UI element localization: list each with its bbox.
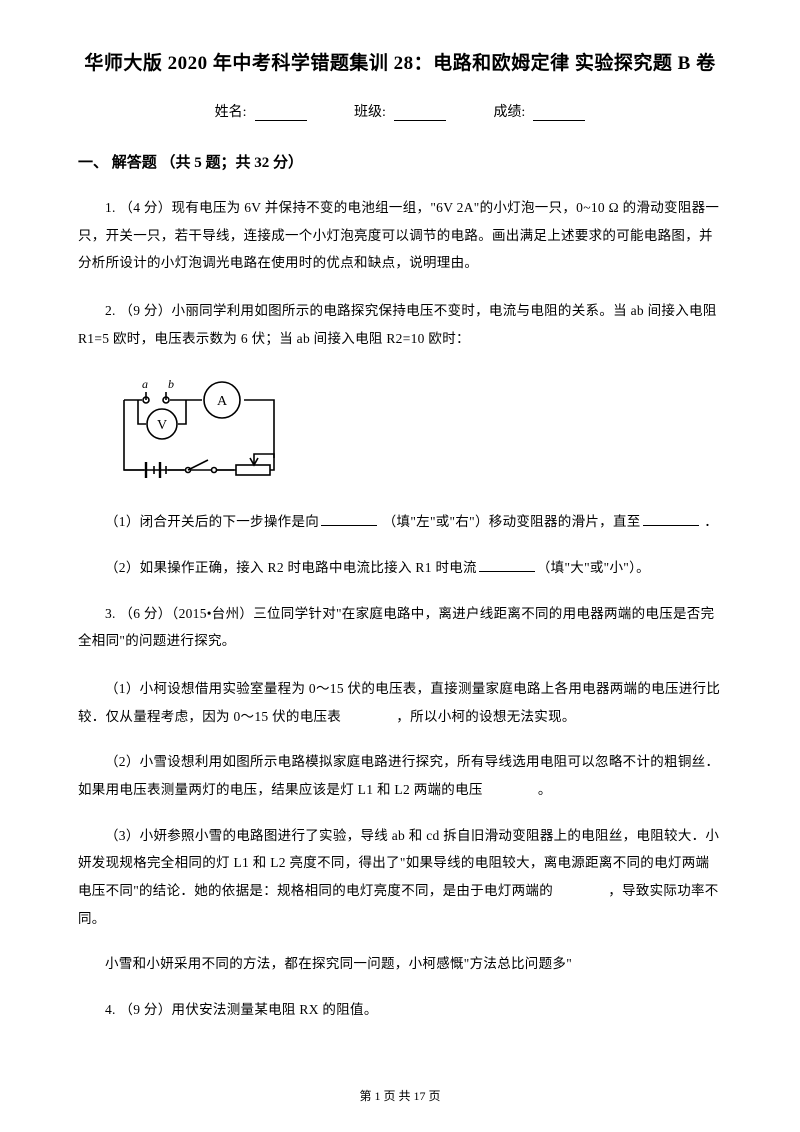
- question-3: 3. （6 分）（2015•台州）三位同学针对"在家庭电路中，离进户线距离不同的…: [78, 600, 722, 655]
- question-2: 2. （9 分）小丽同学利用如图所示的电路探究保持电压不变时，电流与电阻的关系。…: [78, 297, 722, 352]
- name-blank: [255, 107, 307, 121]
- blank: [643, 513, 699, 526]
- blank: [479, 559, 535, 572]
- footer-a: 第: [359, 1089, 374, 1103]
- label-b: b: [168, 377, 174, 391]
- page-footer: 第 1 页 共 17 页: [0, 1087, 800, 1104]
- class-blank: [394, 107, 446, 121]
- question-4: 4. （9 分）用伏安法测量某电阻 RX 的阻值。: [78, 996, 722, 1024]
- blank: [321, 513, 377, 526]
- q2-sub1: （1）闭合开关后的下一步操作是向 （填"左"或"右"）移动变阻器的滑片，直至 ．: [78, 508, 722, 536]
- q2-sub2-a: （2）如果操作正确，接入 R2 时电路中电流比接入 R1 时电流: [105, 560, 477, 575]
- q2-sub2: （2）如果操作正确，接入 R2 时电路中电流比接入 R1 时电流 （填"大"或"小…: [78, 554, 722, 582]
- score-blank: [533, 107, 585, 121]
- name-label: 姓名:: [215, 105, 247, 120]
- ammeter-label: A: [217, 394, 228, 409]
- q3-sub4: 小雪和小妍采用不同的方法，都在探究同一问题，小柯感慨"方法总比问题多": [78, 950, 722, 978]
- footer-total: 17: [414, 1089, 426, 1103]
- student-info: 姓名: 班级: 成绩:: [78, 101, 722, 121]
- q3-sub3: （3）小妍参照小雪的电路图进行了实验，导线 ab 和 cd 拆自旧滑动变阻器上的…: [78, 822, 722, 933]
- q3-sub2: （2）小雪设想利用如图所示电路模拟家庭电路进行探究，所有导线选用电阻可以忽略不计…: [78, 748, 722, 803]
- footer-c: 页: [426, 1089, 441, 1103]
- label-a: a: [142, 377, 148, 391]
- voltmeter-label: V: [157, 418, 167, 433]
- q3-sub1: （1）小柯设想借用实验室量程为 0～15 伏的电压表，直接测量家庭电路上各用电器…: [78, 675, 722, 730]
- q2-sub1-a: （1）闭合开关后的下一步操作是向: [105, 514, 319, 529]
- score-label: 成绩:: [493, 105, 525, 120]
- page-title: 华师大版 2020 年中考科学错题集训 28：电路和欧姆定律 实验探究题 B 卷: [78, 48, 722, 75]
- circuit-diagram: a b A V: [106, 372, 292, 488]
- class-label: 班级:: [354, 105, 386, 120]
- footer-b: 页 共: [380, 1089, 413, 1103]
- q2-sub2-b: （填"大"或"小"）。: [537, 560, 650, 575]
- question-1: 1. （4 分）现有电压为 6V 并保持不变的电池组一组，"6V 2A"的小灯泡…: [78, 194, 722, 277]
- q2-sub1-b: （填"左"或"右"）移动变阻器的滑片，直至: [379, 514, 641, 529]
- q2-sub1-c: ．: [701, 514, 718, 529]
- section-header: 一、 解答题 （共 5 题；共 32 分）: [78, 151, 722, 172]
